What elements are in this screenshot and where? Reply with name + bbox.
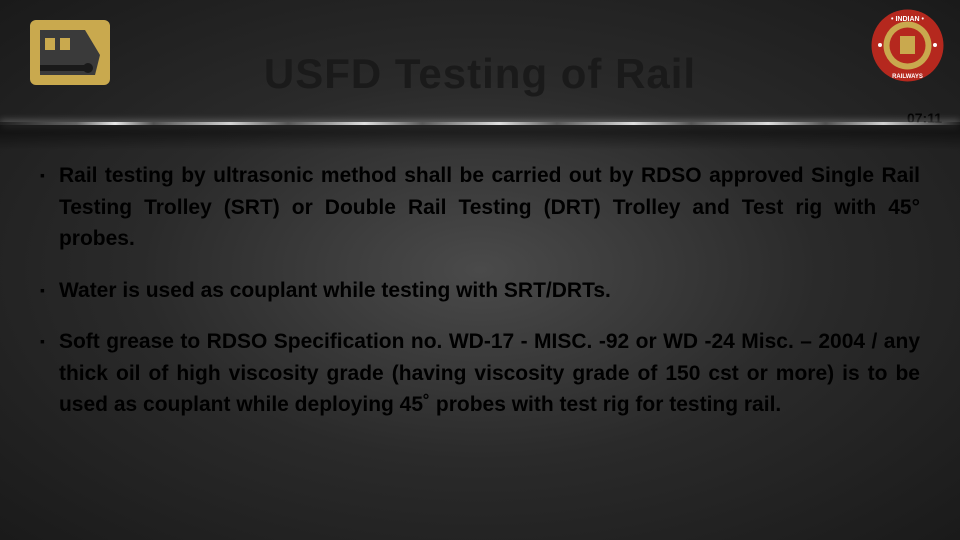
bullet-marker-icon: ▪ (40, 275, 45, 307)
slide-content: ▪ Rail testing by ultrasonic method shal… (0, 130, 960, 461)
bullet-item: ▪ Soft grease to RDSO Specification no. … (40, 326, 920, 421)
logo-left (30, 20, 110, 85)
bullet-item: ▪ Water is used as couplant while testin… (40, 275, 920, 307)
bullet-marker-icon: ▪ (40, 160, 45, 255)
logo-right: • INDIAN • RAILWAYS (870, 8, 945, 83)
slide-header: USFD Testing of Rail • INDIAN • RAILWAYS… (0, 0, 960, 130)
spotlight-divider (0, 122, 960, 125)
bullet-item: ▪ Rail testing by ultrasonic method shal… (40, 160, 920, 255)
emblem-text-bottom: RAILWAYS (892, 74, 923, 80)
slide-title: USFD Testing of Rail (264, 50, 696, 98)
bullet-marker-icon: ▪ (40, 326, 45, 421)
bullet-text: Soft grease to RDSO Specification no. WD… (59, 326, 920, 421)
emblem-text-top: • INDIAN • (891, 16, 924, 23)
bullet-text: Rail testing by ultrasonic method shall … (59, 160, 920, 255)
bullet-text: Water is used as couplant while testing … (59, 275, 920, 307)
train-logo-icon (30, 20, 110, 85)
railways-emblem-icon: • INDIAN • RAILWAYS (870, 8, 945, 83)
